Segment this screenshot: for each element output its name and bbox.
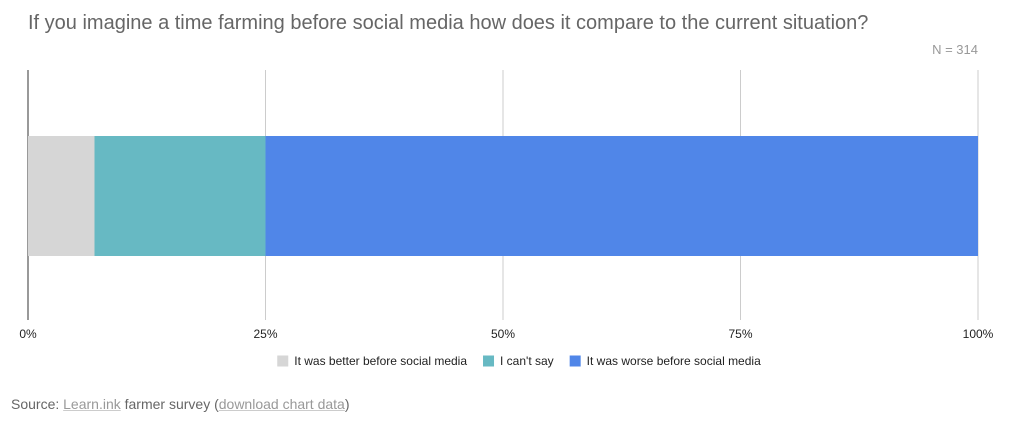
legend-swatch-2 bbox=[483, 355, 495, 367]
legend-label-1: It was better before social media bbox=[294, 354, 467, 368]
x-tick-label: 25% bbox=[253, 327, 277, 341]
source-middle: farmer survey ( bbox=[120, 396, 219, 412]
bar-segment-3[interactable] bbox=[265, 136, 979, 256]
legend: It was better before social media I can't… bbox=[277, 354, 761, 368]
bar-segments bbox=[28, 136, 978, 256]
x-tick-label: 100% bbox=[963, 327, 994, 341]
legend-label-3: It was worse before social media bbox=[587, 354, 761, 368]
bar-segment-1[interactable] bbox=[28, 136, 95, 256]
learn-ink-link[interactable]: Learn.ink bbox=[63, 396, 121, 412]
legend-swatch-1 bbox=[277, 355, 289, 367]
bar-segment-2[interactable] bbox=[94, 136, 266, 256]
legend-swatch-3 bbox=[569, 355, 581, 367]
source-suffix: ) bbox=[344, 396, 350, 412]
sample-size-label: N = 314 bbox=[932, 42, 978, 57]
x-tick-label: 50% bbox=[491, 327, 515, 341]
x-tick-label: 0% bbox=[19, 327, 37, 341]
x-axis-ticks: 0% 25% 50% 75% 100% bbox=[19, 327, 993, 341]
source-prefix: Source: bbox=[11, 396, 64, 412]
x-tick-label: 75% bbox=[728, 327, 752, 341]
source-note: Source: Learn.ink farmer survey (downloa… bbox=[11, 396, 350, 412]
chart-title: If you imagine a time farming before soc… bbox=[28, 12, 869, 34]
legend-label-2: I can't say bbox=[500, 354, 554, 368]
download-chart-data-link[interactable]: download chart data bbox=[218, 396, 345, 412]
